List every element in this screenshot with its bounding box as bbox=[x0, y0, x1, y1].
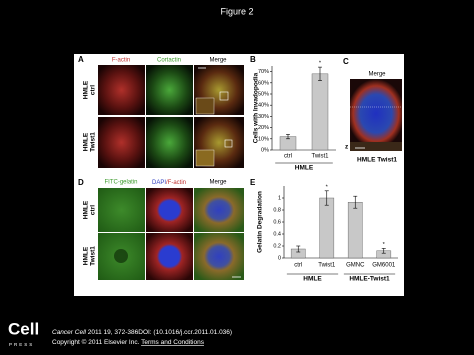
panel-letter: D bbox=[78, 178, 84, 187]
label-part: DAPI bbox=[152, 180, 166, 186]
y-axis-title-group: Cells with Invadopodia bbox=[253, 72, 260, 143]
micrograph bbox=[98, 117, 145, 168]
column-label: F-actin bbox=[112, 58, 130, 64]
citation: Cancer Cell 2011 19, 372-386DOI: (10.101… bbox=[52, 329, 232, 336]
row-label: Twist1 bbox=[90, 246, 97, 266]
y-axis-title: Cells with Invadopodia bbox=[253, 72, 260, 143]
inset-box bbox=[224, 139, 233, 148]
y-tick-label: 0.2 bbox=[273, 243, 281, 249]
y-tick-label: 60% bbox=[258, 80, 269, 86]
z-section bbox=[350, 142, 402, 151]
logo bbox=[6, 318, 40, 350]
bar bbox=[311, 73, 329, 151]
column-label: Cortactin bbox=[157, 58, 181, 64]
y-tick-label: 30% bbox=[258, 114, 269, 120]
micrograph bbox=[350, 79, 402, 142]
group-label: HMLE-Twist1 bbox=[349, 276, 390, 283]
row-label: HMLE bbox=[83, 200, 90, 219]
y-tick-label: 70% bbox=[258, 69, 269, 75]
panel-letter: E bbox=[250, 178, 256, 187]
row-label: Twist1 bbox=[90, 132, 97, 152]
y-tick-label: 40% bbox=[258, 103, 269, 109]
citation-text: 2011 19, 372-386DOI: (10.1016/j.ccr.2011… bbox=[86, 329, 232, 336]
inset-box bbox=[219, 91, 229, 101]
micrograph bbox=[194, 188, 244, 232]
row-label: ctrl bbox=[90, 205, 97, 215]
row-label: ctrl bbox=[90, 85, 97, 95]
micrograph bbox=[194, 233, 244, 280]
x-tick-label: Twist1 bbox=[311, 154, 329, 160]
y-tick-label: 0.8 bbox=[273, 207, 281, 213]
y-tick-label: 50% bbox=[258, 91, 269, 97]
y-tick-label: 20% bbox=[258, 125, 269, 131]
label-part: /F-actin bbox=[166, 180, 186, 186]
micrograph bbox=[146, 65, 193, 115]
bar bbox=[319, 197, 335, 259]
micrograph bbox=[98, 65, 145, 115]
terms-link[interactable]: Terms and Conditions bbox=[141, 339, 205, 346]
y-tick-label: 0 bbox=[278, 255, 281, 261]
y-tick-label: 10% bbox=[258, 136, 269, 142]
inset bbox=[195, 97, 215, 115]
micrograph bbox=[146, 233, 193, 280]
degradation-spot bbox=[114, 249, 128, 263]
y-tick-label: 0% bbox=[261, 147, 269, 153]
panel-letter: B bbox=[250, 55, 256, 64]
logo-subtext: PRESS bbox=[9, 342, 34, 347]
column-label: DAPI/F-actin bbox=[152, 180, 186, 186]
panel-letter: C bbox=[343, 57, 349, 66]
x-tick-label: Twist1 bbox=[318, 263, 336, 269]
micrograph bbox=[146, 188, 193, 232]
y-tick-label: 0.4 bbox=[273, 231, 281, 237]
group-label: HMLE bbox=[303, 276, 322, 283]
panel-caption: HMLE Twist1 bbox=[357, 157, 397, 164]
axis-label: z bbox=[345, 144, 349, 151]
row-label: HMLE bbox=[83, 132, 90, 151]
bar bbox=[347, 201, 363, 259]
annotation: * bbox=[319, 61, 322, 67]
x-tick-label: ctrl bbox=[294, 263, 302, 269]
y-axis-title-group: Gelatin Degradation bbox=[257, 191, 264, 253]
x-tick-label: ctrl bbox=[284, 154, 292, 160]
row-label: HMLE bbox=[83, 246, 90, 265]
column-label: FITC-gelatin bbox=[104, 180, 137, 186]
copyright: Copyright © 2011 Elsevier Inc. Terms and… bbox=[52, 338, 205, 346]
journal: Cancer Cell bbox=[52, 329, 87, 336]
inset bbox=[195, 149, 215, 167]
x-tick-label: GMNC bbox=[346, 263, 365, 269]
y-axis-title: Gelatin Degradation bbox=[257, 191, 264, 253]
panel-title: Merge bbox=[368, 72, 386, 78]
logo-text: Cell bbox=[8, 319, 39, 338]
group-label: HMLE bbox=[295, 165, 314, 172]
y-tick-label: 0.6 bbox=[273, 219, 281, 225]
column-label: Merge bbox=[209, 58, 227, 64]
row-label: HMLE bbox=[83, 80, 90, 99]
column-label: Merge bbox=[209, 180, 227, 186]
panel-letter: A bbox=[78, 55, 84, 64]
copyright-text: Copyright © 2011 Elsevier Inc. bbox=[52, 338, 141, 346]
y-tick-label: 1 bbox=[278, 195, 281, 201]
slide-title: Figure 2 bbox=[220, 6, 253, 16]
annotation: * bbox=[326, 184, 329, 190]
micrograph bbox=[98, 188, 145, 232]
x-tick-label: GM6001 bbox=[372, 263, 396, 269]
annotation: * bbox=[383, 242, 386, 248]
micrograph bbox=[146, 117, 193, 168]
